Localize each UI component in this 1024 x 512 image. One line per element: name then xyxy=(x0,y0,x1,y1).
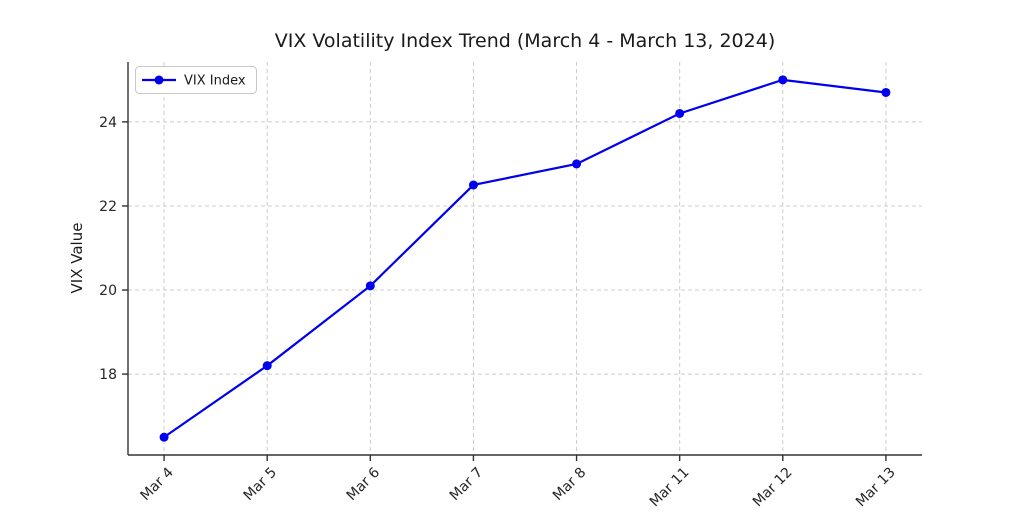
axis-tick-marks xyxy=(122,121,887,461)
data-point-marker xyxy=(881,87,891,97)
x-tick-label: Mar 5 xyxy=(241,465,280,504)
x-tick-label: Mar 7 xyxy=(447,465,486,504)
x-tick-label: Mar 4 xyxy=(137,464,177,504)
data-point-marker xyxy=(262,361,272,371)
y-tick-label: 20 xyxy=(99,283,117,299)
y-tick-label: 24 xyxy=(99,115,117,131)
x-tick-labels: Mar 4 Mar 5 Mar 6 Mar 7 Mar 8 Mar 11 Mar 12 Mar… xyxy=(137,464,898,510)
x-tick-label: Mar 8 xyxy=(550,465,589,504)
x-tick-label: Mar 13 xyxy=(853,465,899,511)
y-tick-labels: 18 20 22 24 xyxy=(99,115,117,383)
x-tick-label: Mar 6 xyxy=(344,464,384,504)
vix-index-line xyxy=(163,78,887,439)
x-tick-label: Mar 12 xyxy=(750,465,796,511)
legend: VIX Index xyxy=(135,66,257,94)
data-point-marker xyxy=(365,281,375,291)
gridlines xyxy=(128,62,922,455)
chart-title: VIX Volatility Index Trend (March 4 - Ma… xyxy=(275,30,776,52)
data-point-marker xyxy=(159,432,169,442)
y-axis-label: VIX Value xyxy=(68,223,86,294)
data-point-marker xyxy=(572,159,582,169)
legend-box xyxy=(135,66,257,94)
legend-label: VIX Index xyxy=(184,74,246,89)
y-tick-label: 22 xyxy=(99,199,117,215)
data-point-marker xyxy=(778,75,788,85)
data-point-markers xyxy=(159,75,891,442)
legend-marker-sample xyxy=(154,75,164,85)
data-point-marker xyxy=(468,180,478,190)
data-point-marker xyxy=(675,108,685,118)
x-tick-label: Mar 11 xyxy=(647,465,693,511)
y-tick-label: 18 xyxy=(99,367,117,383)
